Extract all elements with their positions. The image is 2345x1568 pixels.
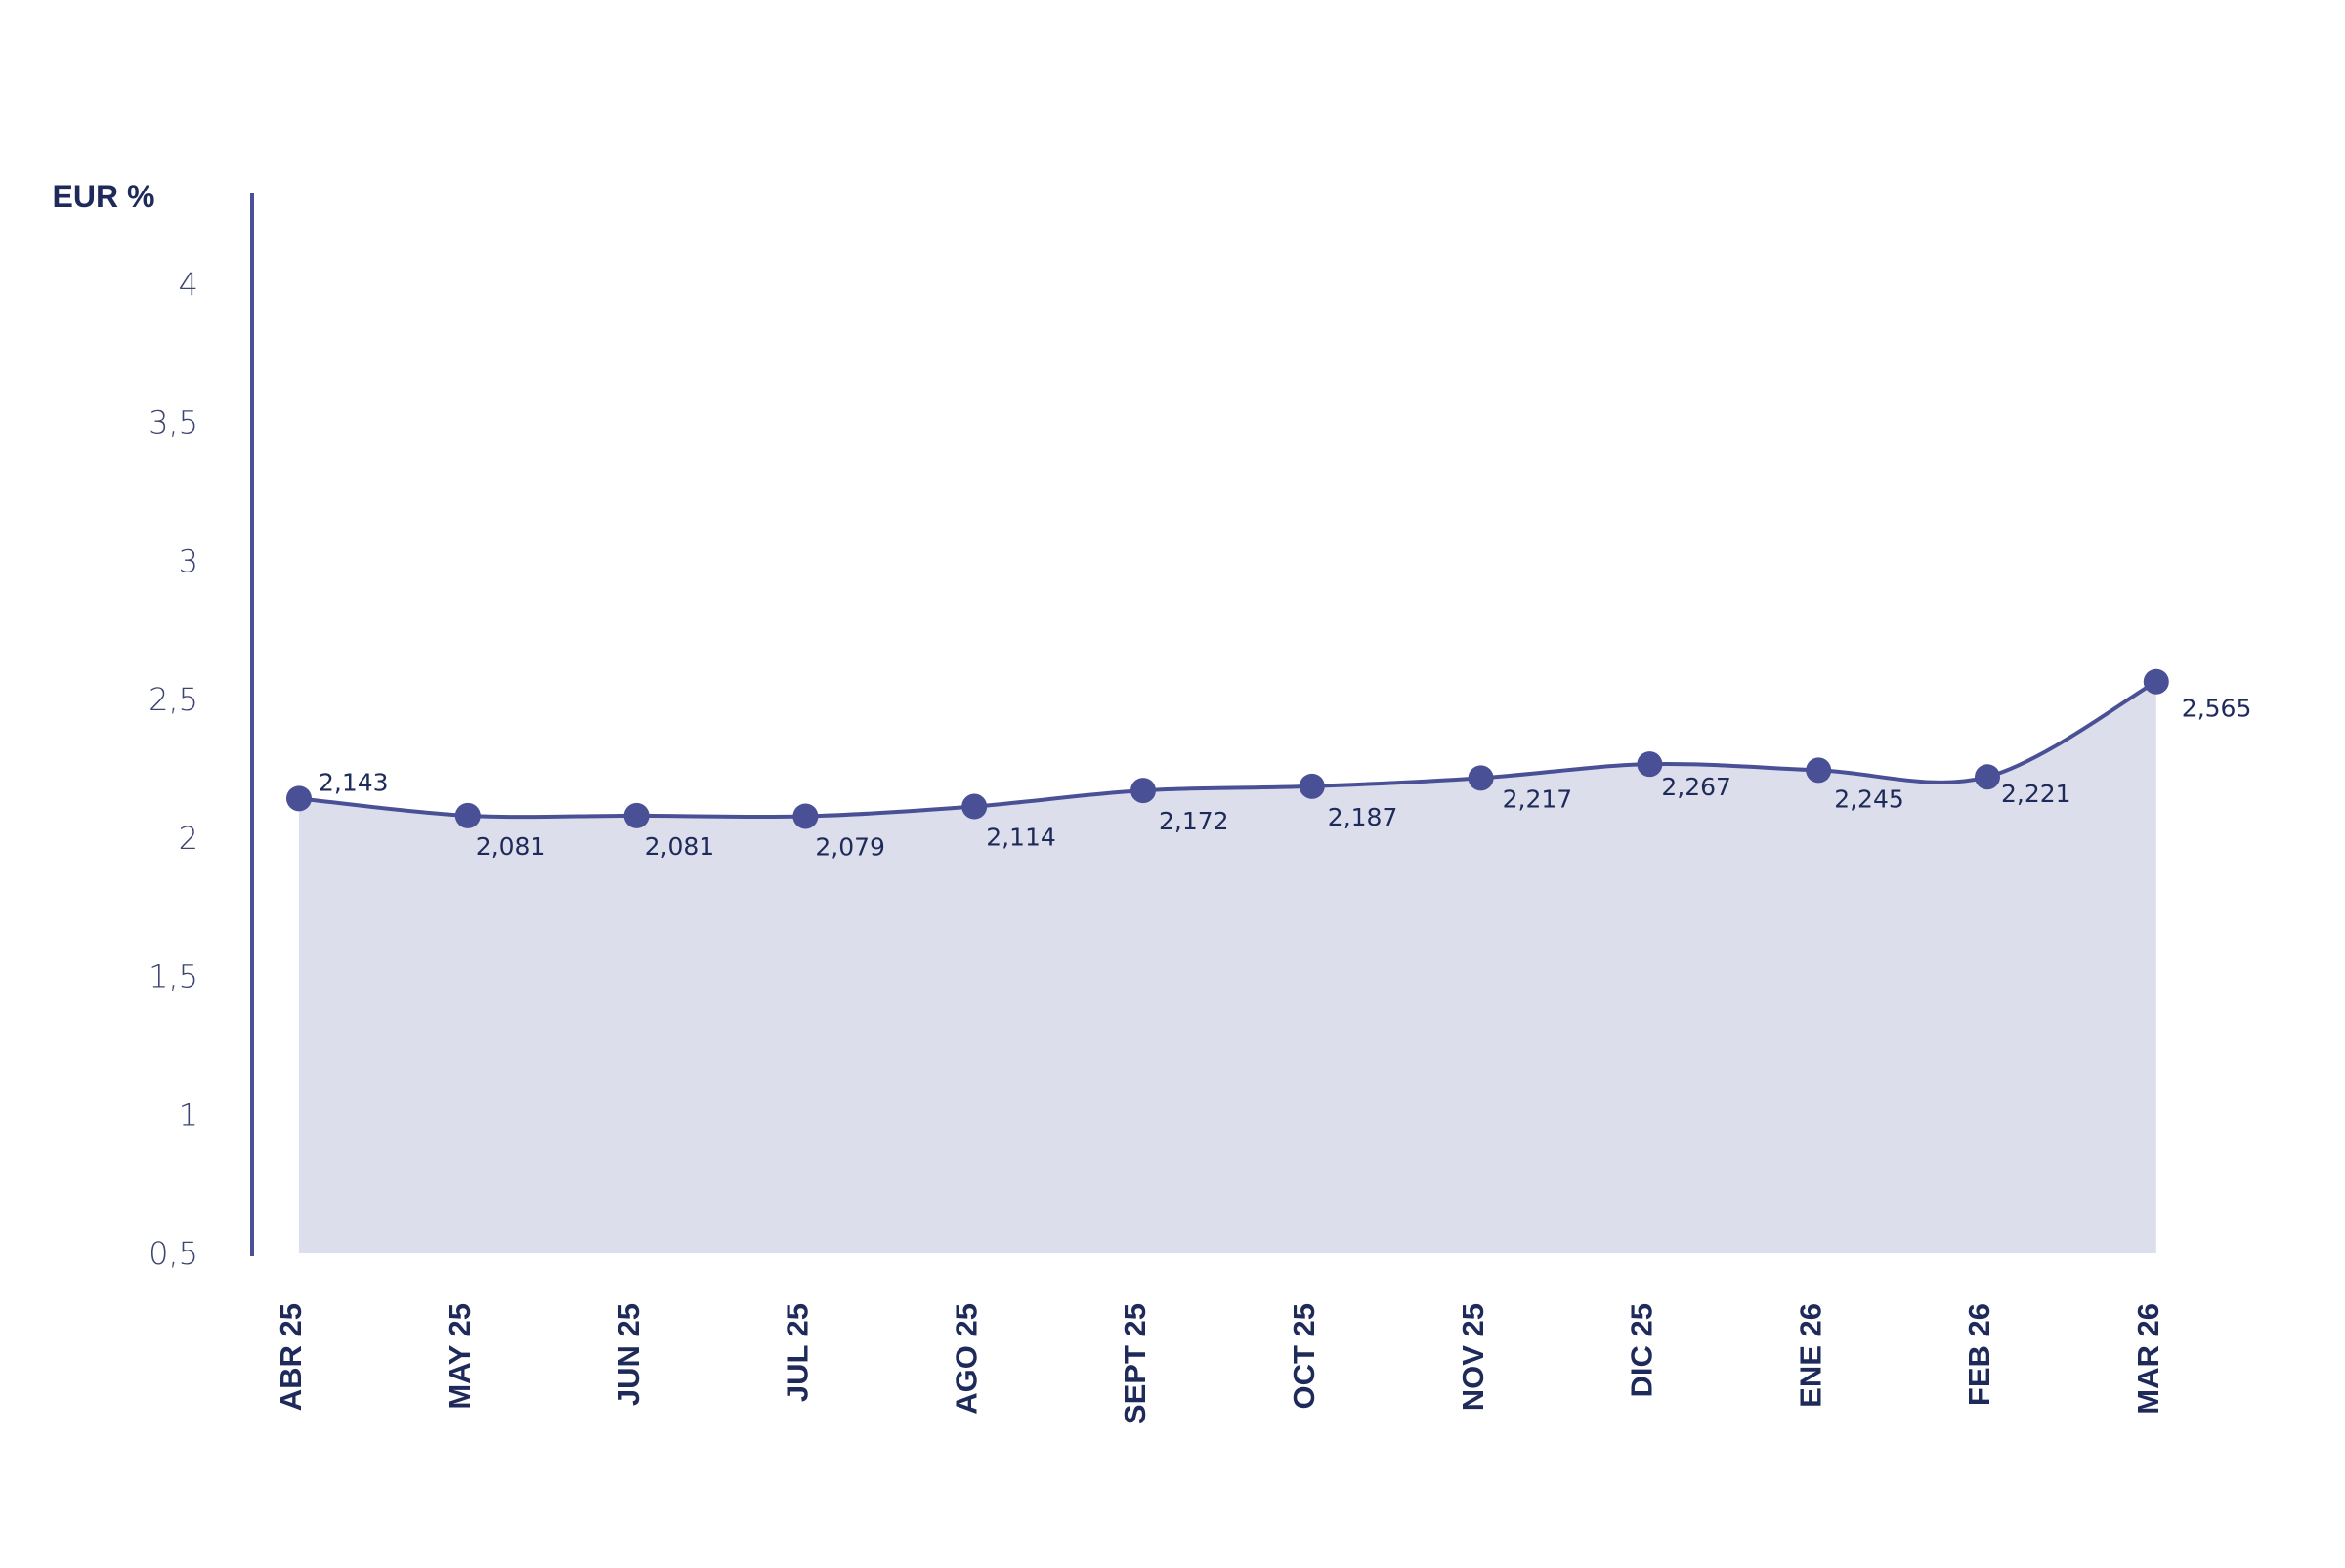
data-label: 2,081 [476,832,546,861]
x-tick-label: ABR 25 [274,1303,308,1411]
series-line [298,679,2157,820]
data-point-may-25[interactable] [454,802,481,828]
area-fill [299,681,2156,1253]
y-tick-label: 4 [179,266,198,303]
data-label: 2,217 [1503,784,1573,813]
data-label: 2,245 [1834,784,1904,813]
data-label: 2,079 [815,832,885,861]
data-label: 2,114 [986,824,1056,852]
y-axis-title: EUR % [53,179,155,214]
x-tick-label: MAR 26 [2131,1303,2165,1415]
data-point-feb-26[interactable] [1975,764,2000,790]
data-label: 2,187 [1328,803,1398,831]
y-tick-label: 1 [179,1096,198,1133]
data-label: 2,267 [1661,773,1731,801]
data-point-oct-25[interactable] [1299,773,1325,799]
data-point-abr-25[interactable] [286,785,312,812]
y-tick-label: 3 [179,542,198,579]
data-label: 2,565 [2182,695,2252,723]
data-point-jul-25[interactable] [792,803,819,829]
x-tick-label: MAY 25 [443,1303,477,1410]
x-tick-label: JUN 25 [612,1303,646,1406]
data-point-nov-25[interactable] [1468,765,1494,791]
y-tick-label: 1,5 [149,958,198,996]
x-tick-label: AGO 25 [949,1303,983,1415]
y-tick-label: 2 [179,820,198,857]
data-point-dic-25[interactable] [1637,751,1663,778]
x-tick-label: NOV 25 [1456,1303,1490,1411]
data-point-ene-26[interactable] [1806,757,1832,784]
x-tick-label: ENE 26 [1793,1303,1827,1408]
data-label: 2,221 [2001,780,2071,808]
x-tick-label: DIC 25 [1625,1303,1659,1397]
y-tick-label: 3,5 [149,404,198,442]
data-point-jun-25[interactable] [623,802,650,828]
data-point-sept-25[interactable] [1130,778,1156,804]
data-label: 2,143 [319,768,389,796]
data-label: 2,172 [1159,807,1229,835]
data-point-ago-25[interactable] [961,793,988,820]
data-label: 2,081 [645,832,715,861]
y-tick-label: 0,5 [149,1235,198,1272]
x-tick-label: FEB 26 [1962,1303,1996,1406]
data-point-mar-26[interactable] [2143,668,2169,695]
x-tick-label: JUL 25 [781,1303,815,1402]
y-tick-label: 2,5 [149,681,198,718]
x-tick-label: OCT 25 [1287,1303,1321,1410]
x-tick-label: SEPT 25 [1118,1303,1152,1424]
